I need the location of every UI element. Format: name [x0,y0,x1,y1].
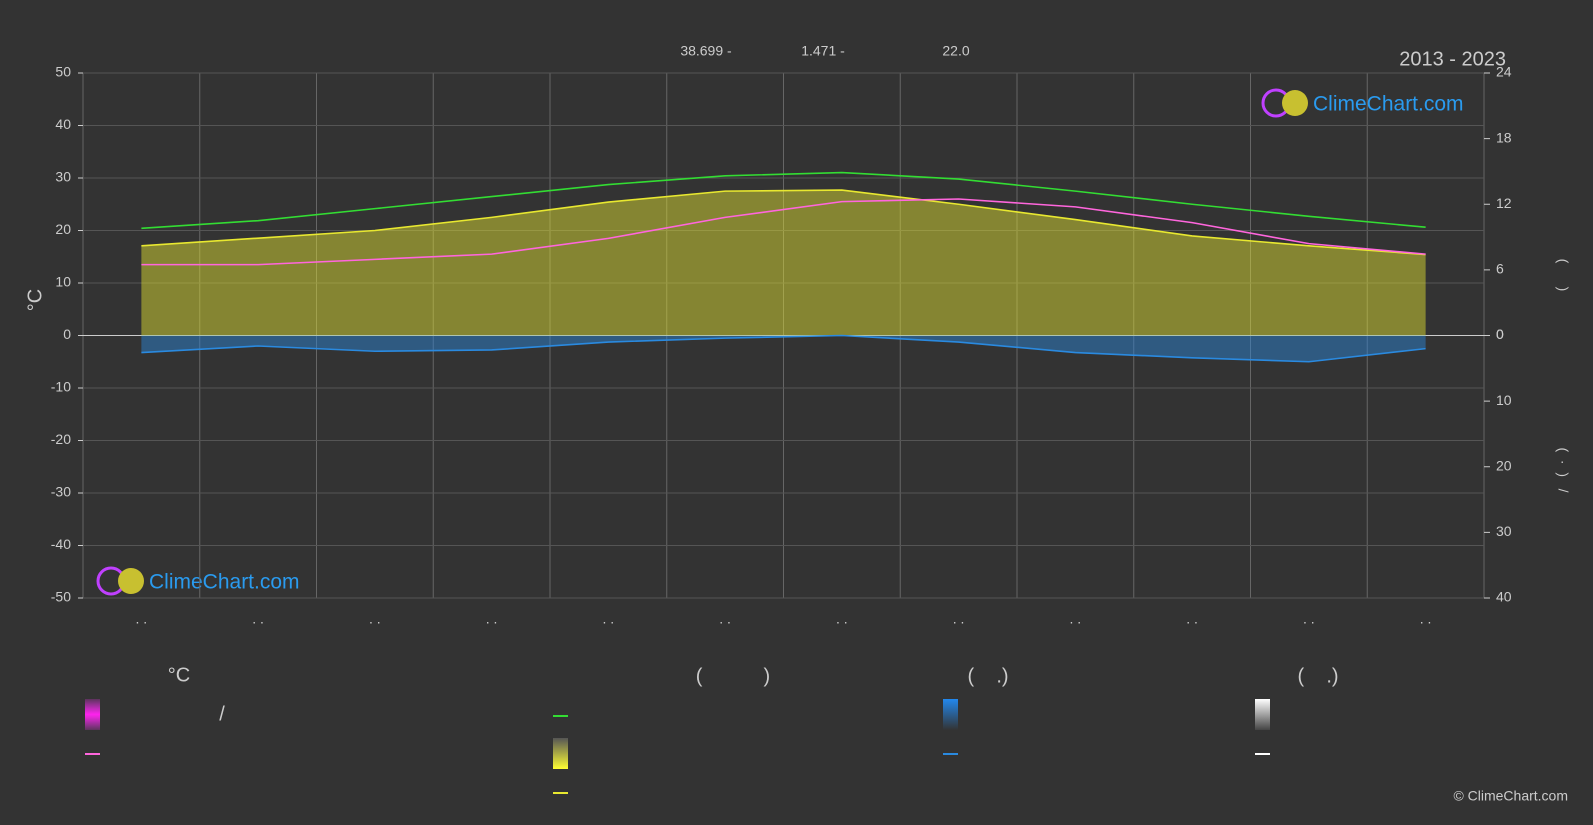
y-tick-label: 50 [55,64,71,80]
y-tick-label: 10 [55,274,71,290]
y-tick-label: 40 [55,116,71,132]
x-tick-label: . . [252,611,264,627]
x-tick-label: . . [1186,611,1198,627]
y-axis-label: °C [24,289,46,311]
stat: 22.0 [942,43,969,59]
y-tick-label: -30 [51,484,71,500]
y2-tick-label: 18 [1496,129,1512,145]
x-tick-label: . . [136,611,148,627]
copyright: © ClimeChart.com [1453,788,1568,804]
y3-axis-label: ( · ) / [1555,447,1571,492]
x-tick-label: . . [369,611,381,627]
x-tick-label: . . [486,611,498,627]
y2-tick-label: 12 [1496,195,1512,211]
y-tick-label: -10 [51,379,71,395]
series-line [141,334,1426,363]
period: 2013 - 2023 [1399,48,1506,70]
y-tick-label: 30 [55,169,71,185]
y2-axis-label: ( ) [1555,259,1571,292]
legend-swatch [553,738,568,769]
legend-header: ( .) [967,665,1008,687]
stat: 1.471 - [801,43,845,59]
x-tick-label: . . [1303,611,1315,627]
legend-text: / [219,703,225,725]
legend-swatch [85,699,100,730]
logo-text: ClimeChart.com [149,571,300,594]
y2-tick-label: 6 [1496,261,1504,277]
legend-header: ( .) [1297,665,1338,687]
y2-tick-label: 10 [1496,392,1512,408]
y2-tick-label: 24 [1496,64,1512,80]
y2-tick-label: 20 [1496,457,1512,473]
area [141,335,1426,362]
y2-tick-label: 0 [1496,326,1504,342]
y2-tick-label: 0 [1496,326,1504,342]
x-tick-label: . . [603,611,615,627]
series-line [141,189,1426,256]
y-tick-label: 20 [55,221,71,237]
x-tick-label: . . [836,611,848,627]
legend-header: °C [168,664,190,686]
y-tick-label: -50 [51,589,71,605]
legend-swatch [943,699,958,730]
logo: ClimeChart.com [96,566,300,596]
y-tick-label: -20 [51,431,71,447]
stat: 38.699 - [680,43,732,59]
x-tick-label: . . [1420,611,1432,627]
y-tick-label: 0 [63,326,71,342]
y2-tick-label: 40 [1496,589,1512,605]
y2-tick-label: 30 [1496,523,1512,539]
series-line [141,198,1426,266]
x-tick-label: . . [1070,611,1082,627]
x-tick-label: . . [953,611,965,627]
logo: ClimeChart.com [1261,88,1464,118]
legend-swatch [1255,699,1270,730]
logo-text: ClimeChart.com [1313,93,1464,116]
legend-header: ( ) [696,665,770,687]
area [141,190,1426,336]
y-tick-label: -40 [51,536,71,552]
series-line [141,171,1426,230]
x-tick-label: . . [719,611,731,627]
